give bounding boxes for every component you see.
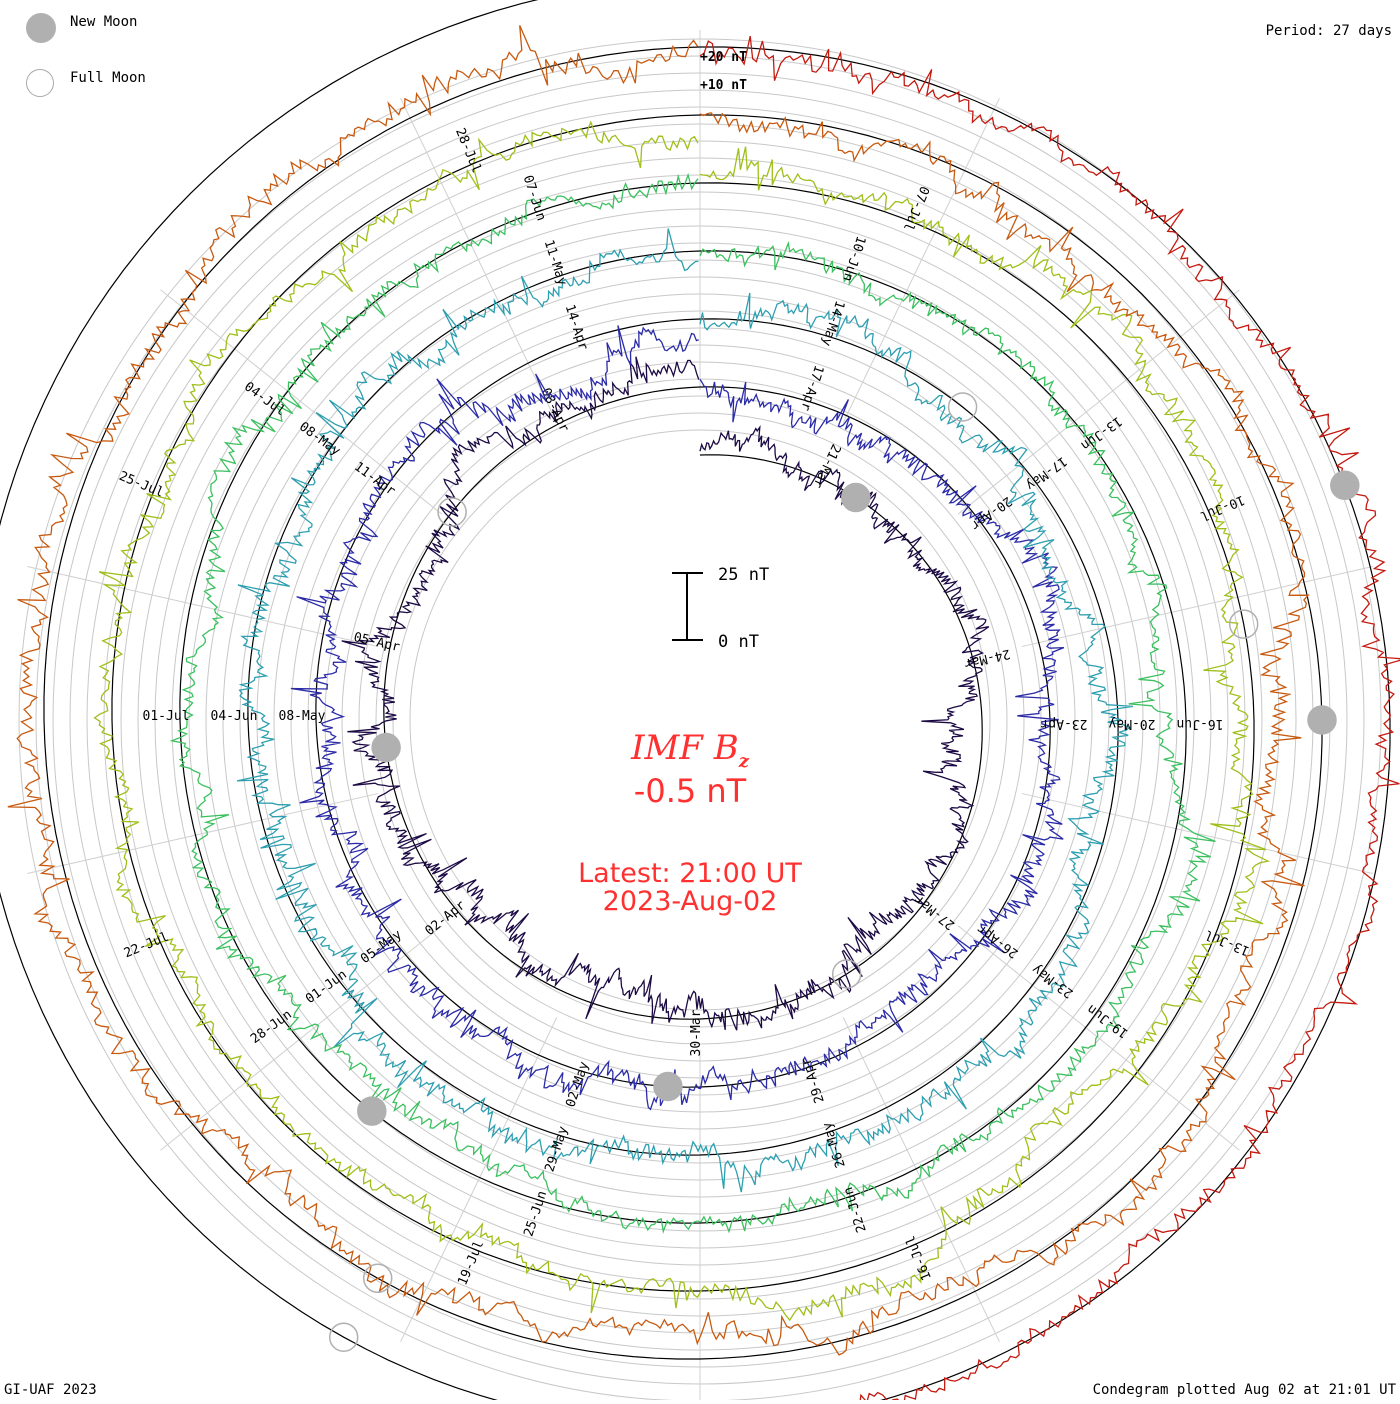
new-moon-icon <box>26 13 56 43</box>
full-moon-marker <box>1228 609 1259 639</box>
date-tick-label: 08-May <box>279 709 326 724</box>
date-tick-label: 05-Apr <box>352 630 401 655</box>
new-moon-marker <box>841 482 871 513</box>
date-tick-label: 28-Jul <box>452 126 484 175</box>
radial-spoke <box>27 565 379 648</box>
ring-label-plus20: +20 nT <box>700 50 747 65</box>
latest-time: Latest: 21:00 UT <box>578 858 802 889</box>
date-tick-label: 30-Mar <box>689 1009 704 1056</box>
date-tick-label: 10-Jun <box>839 234 868 283</box>
date-tick-label: 04-Jun <box>211 709 258 724</box>
credit-label: GI-UAF 2023 <box>4 1382 97 1398</box>
radial-spoke <box>160 925 443 1151</box>
radial-spoke <box>957 925 1240 1151</box>
series-line-7 <box>699 35 1400 1404</box>
new-moon-marker <box>357 1096 387 1126</box>
full-moon-marker <box>947 392 978 422</box>
date-tick-label: 25-Jun <box>521 1189 550 1238</box>
series-line-1 <box>341 356 990 1031</box>
ring-label-plus10: +10 nT <box>700 78 747 93</box>
new-moon-marker <box>653 1071 683 1102</box>
guide-ring <box>392 412 1008 1028</box>
series-line-6 <box>7 25 1310 1356</box>
series-line-5 <box>93 120 1270 1322</box>
full-moon-marker <box>362 1263 393 1294</box>
date-tick-label: 16-Jul <box>903 1233 935 1282</box>
full-moon-label: Full Moon <box>70 70 146 86</box>
date-tick-label: 20-May <box>1108 716 1155 731</box>
date-tick-label: 28-Jun <box>248 1007 295 1047</box>
guide-ring <box>409 429 991 1011</box>
radial-spoke <box>160 289 443 515</box>
date-tick-label: 20-Apr <box>968 493 1015 533</box>
new-moon-marker <box>371 732 401 763</box>
full-moon-marker <box>831 959 862 989</box>
new-moon-label: New Moon <box>70 14 138 30</box>
radial-spoke <box>27 792 379 875</box>
series-line-4 <box>169 172 1216 1234</box>
guide-ring <box>341 361 1059 1079</box>
series-line-3 <box>236 228 1134 1193</box>
series-line-2 <box>290 325 1065 1111</box>
guide-ring <box>324 344 1076 1096</box>
scale-bar-top-label: 25 nT <box>718 565 769 585</box>
date-tick-label: 01-Jul <box>143 709 190 724</box>
date-tick-label: 22-Jul <box>122 930 171 962</box>
date-tick-label: 23-Apr <box>1040 716 1087 731</box>
full-moon-marker <box>437 497 467 527</box>
radial-spoke <box>400 98 558 423</box>
radial-spoke <box>1021 792 1373 875</box>
chart-title: IMF Bz <box>500 728 880 772</box>
date-tick-label: 17-May <box>1023 453 1070 493</box>
period-label: Period: 27 days <box>1265 23 1392 39</box>
radial-spoke <box>842 1017 1000 1342</box>
scale-bar-bottom-label: 0 nT <box>718 632 759 652</box>
full-moon-icon <box>26 69 54 97</box>
chart-title-subscript: z <box>738 750 749 772</box>
date-tick-label: 01-Jun <box>303 967 350 1007</box>
guide-ring <box>375 395 1025 1045</box>
chart-title-text: IMF B <box>631 728 739 768</box>
radial-spokes <box>27 30 1373 1404</box>
new-moon-marker <box>1307 705 1337 735</box>
date-tick-label: 16-Jun <box>1177 716 1224 731</box>
latest-date: 2023-Aug-02 <box>602 886 778 917</box>
date-tick-label: 25-Jul <box>117 469 166 501</box>
date-tick-label: 10-Jul <box>1198 492 1247 524</box>
radial-spoke <box>1021 565 1373 648</box>
new-moon-marker <box>1330 470 1360 501</box>
radial-spoke <box>842 98 1000 423</box>
date-tick-label: 19-Jul <box>455 1238 487 1287</box>
radial-spoke <box>957 289 1240 515</box>
full-moon-marker <box>328 1322 359 1352</box>
date-tick-label: 02-Apr <box>422 898 468 939</box>
current-value: -0.5 nT <box>633 772 747 810</box>
date-tick-label: 13-Jul <box>1203 926 1252 958</box>
plotted-timestamp: Condegram plotted Aug 02 at 21:01 UT <box>1092 1382 1396 1398</box>
